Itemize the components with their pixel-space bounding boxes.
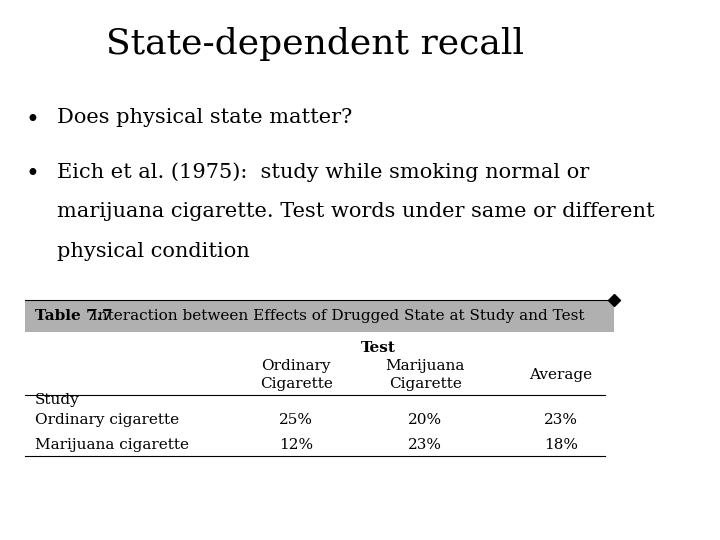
Text: Cigarette: Cigarette xyxy=(260,377,333,391)
Text: Table 7.7: Table 7.7 xyxy=(35,309,112,323)
Text: •: • xyxy=(25,108,39,132)
Text: 23%: 23% xyxy=(408,438,442,453)
Text: Marijuana: Marijuana xyxy=(386,359,465,373)
Text: Study: Study xyxy=(35,393,79,407)
Text: 23%: 23% xyxy=(544,413,578,427)
Text: Cigarette: Cigarette xyxy=(389,377,462,391)
Text: 20%: 20% xyxy=(408,413,442,427)
Text: 25%: 25% xyxy=(279,413,313,427)
Text: Eich et al. (1975):  study while smoking normal or: Eich et al. (1975): study while smoking … xyxy=(57,162,589,181)
Text: Average: Average xyxy=(529,368,593,382)
Text: 12%: 12% xyxy=(279,438,313,453)
Text: Interaction between Effects of Drugged State at Study and Test: Interaction between Effects of Drugged S… xyxy=(82,309,585,323)
Text: physical condition: physical condition xyxy=(57,242,249,261)
Text: marijuana cigarette. Test words under same or different: marijuana cigarette. Test words under sa… xyxy=(57,202,654,221)
Text: Marijuana cigarette: Marijuana cigarette xyxy=(35,438,189,453)
Text: 18%: 18% xyxy=(544,438,578,453)
Text: •: • xyxy=(25,162,39,186)
Text: Ordinary: Ordinary xyxy=(261,359,331,373)
Text: Does physical state matter?: Does physical state matter? xyxy=(57,108,352,127)
Text: Ordinary cigarette: Ordinary cigarette xyxy=(35,413,179,427)
Text: Test: Test xyxy=(361,341,395,355)
Text: State-dependent recall: State-dependent recall xyxy=(106,27,524,61)
FancyBboxPatch shape xyxy=(25,301,614,332)
